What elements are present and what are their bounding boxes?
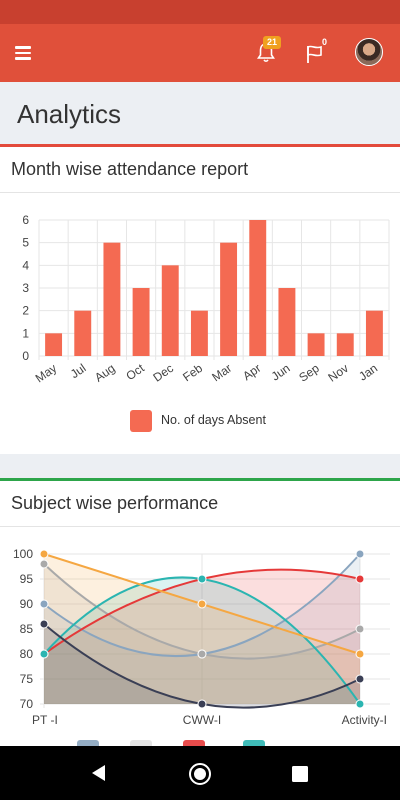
x-tick-label: Oct bbox=[123, 361, 147, 384]
bar bbox=[190, 310, 208, 356]
x-tick-label: Sep bbox=[296, 361, 322, 385]
series-area bbox=[44, 624, 360, 708]
y-tick-label: 95 bbox=[20, 572, 34, 586]
attendance-bar-chart: 0 1 2 3 4 5 6 May Jul Aug Oct Dec Feb Mar Apr Jun Sep Nov… bbox=[22, 213, 390, 385]
series-area bbox=[44, 554, 360, 704]
recents-icon[interactable] bbox=[291, 765, 309, 783]
series-area bbox=[44, 564, 360, 704]
system-nav-bar bbox=[0, 746, 400, 800]
bar bbox=[45, 333, 63, 356]
data-point bbox=[197, 574, 207, 584]
x-tick-label: Nov bbox=[325, 361, 351, 385]
x-tick-label: Feb bbox=[180, 361, 205, 385]
bar bbox=[249, 220, 267, 356]
x-tick-label: CWW-I bbox=[183, 713, 221, 727]
x-tick-label: PT -I bbox=[32, 713, 58, 727]
legend-label: No. of days Absent bbox=[161, 413, 266, 427]
bar bbox=[103, 242, 121, 356]
data-point bbox=[355, 674, 365, 684]
data-point bbox=[39, 599, 49, 609]
data-point bbox=[39, 649, 49, 659]
x-tick-label: Activity-I bbox=[342, 713, 387, 727]
performance-area-chart: 70 75 80 85 90 95 100 PT -I CWW-I Activity-I bbox=[13, 547, 390, 761]
data-point bbox=[355, 649, 365, 659]
page-header: Analytics bbox=[0, 82, 400, 144]
legend-swatch bbox=[130, 410, 152, 432]
y-tick-label: 70 bbox=[20, 697, 34, 711]
series-area bbox=[44, 577, 360, 704]
data-point bbox=[39, 559, 49, 569]
app-bar: 21 0 bbox=[0, 24, 400, 82]
back-icon[interactable] bbox=[89, 763, 107, 783]
y-tick-label: 75 bbox=[20, 672, 34, 686]
menu-icon[interactable] bbox=[15, 46, 31, 60]
attendance-card-title: Month wise attendance report bbox=[11, 159, 249, 179]
y-tick-label: 6 bbox=[22, 213, 29, 227]
y-tick-label: 2 bbox=[22, 304, 29, 318]
y-tick-label: 100 bbox=[13, 547, 33, 561]
x-tick-label: Aug bbox=[92, 361, 118, 385]
x-tick-label: Jun bbox=[269, 361, 293, 384]
data-point bbox=[355, 699, 365, 709]
status-bar bbox=[0, 0, 400, 24]
data-point bbox=[197, 699, 207, 709]
bar bbox=[278, 288, 296, 356]
home-icon[interactable] bbox=[188, 762, 212, 786]
y-tick-label: 80 bbox=[20, 647, 34, 661]
flag-icon[interactable] bbox=[305, 43, 325, 65]
bar bbox=[336, 333, 354, 356]
bar bbox=[74, 310, 92, 356]
y-tick-label: 85 bbox=[20, 622, 34, 636]
bar bbox=[220, 242, 238, 356]
bar bbox=[307, 333, 325, 356]
attendance-card: Month wise attendance report 0 1 2 3 4 5 6 May J… bbox=[0, 144, 400, 454]
card-divider bbox=[0, 526, 400, 527]
data-point bbox=[39, 619, 49, 629]
bar bbox=[365, 310, 383, 356]
data-point bbox=[355, 624, 365, 634]
y-tick-label: 5 bbox=[22, 236, 29, 250]
performance-card: Subject wise performance 70 75 80 85 90 95 100… bbox=[0, 478, 400, 761]
y-tick-label: 1 bbox=[22, 326, 29, 340]
x-tick-label: Mar bbox=[209, 361, 234, 384]
card-divider bbox=[0, 192, 400, 193]
y-tick-label: 90 bbox=[20, 597, 34, 611]
series-area bbox=[44, 569, 360, 704]
y-tick-label: 3 bbox=[22, 281, 29, 295]
x-tick-label: Dec bbox=[150, 361, 176, 385]
y-tick-label: 0 bbox=[22, 349, 29, 363]
page-title: Analytics bbox=[17, 99, 122, 129]
avatar[interactable] bbox=[355, 38, 383, 66]
flag-count: 0 bbox=[322, 37, 328, 47]
x-tick-label: May bbox=[33, 361, 60, 385]
data-point bbox=[355, 574, 365, 584]
bar bbox=[161, 265, 179, 356]
data-point bbox=[197, 649, 207, 659]
y-tick-label: 4 bbox=[22, 258, 29, 272]
data-point bbox=[355, 549, 365, 559]
x-tick-label: Jan bbox=[356, 361, 380, 384]
data-point bbox=[197, 599, 207, 609]
data-point bbox=[39, 549, 49, 559]
x-tick-label: Jul bbox=[68, 361, 89, 381]
performance-card-title: Subject wise performance bbox=[11, 493, 219, 513]
notification-badge: 21 bbox=[263, 36, 281, 49]
x-tick-label: Apr bbox=[240, 361, 263, 383]
bar bbox=[132, 288, 150, 356]
